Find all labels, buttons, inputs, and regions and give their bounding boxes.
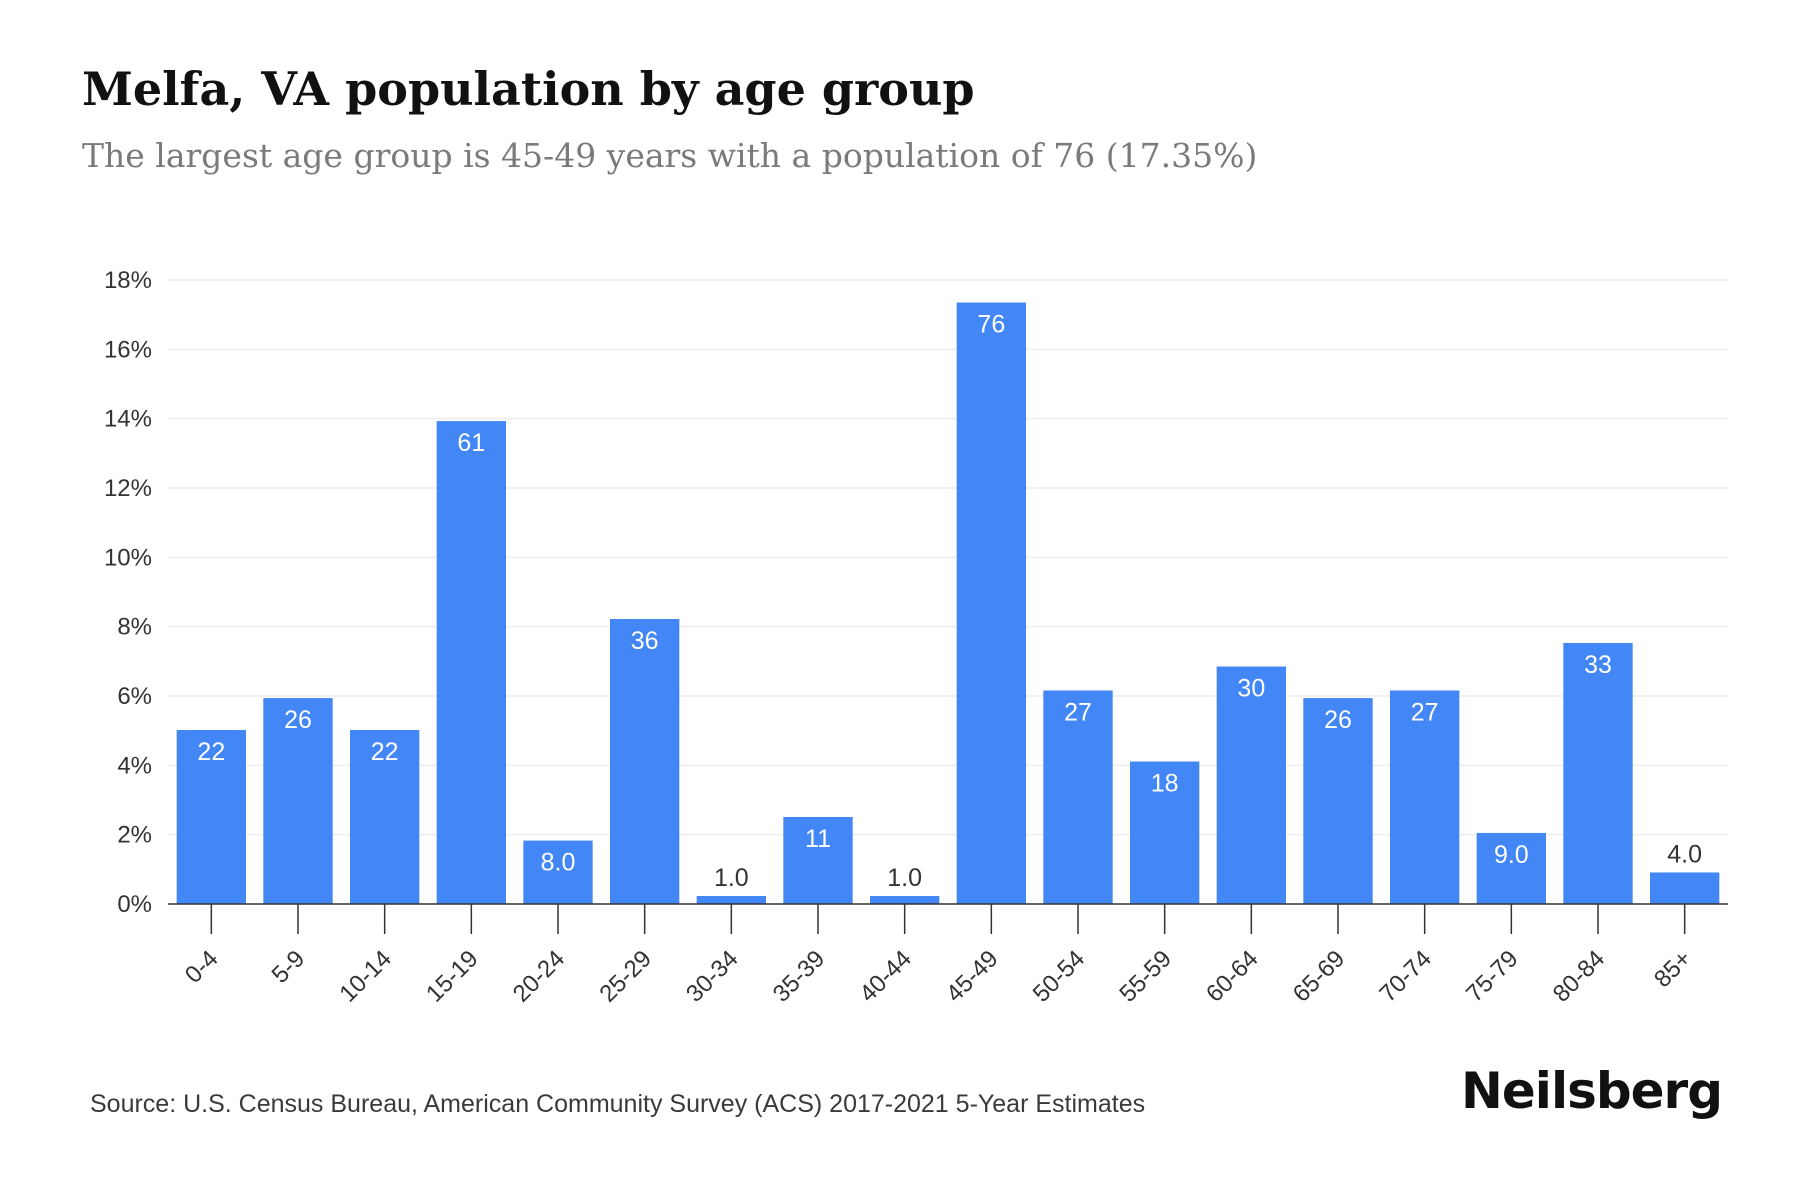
bar <box>1303 698 1373 904</box>
data-label: 26 <box>1324 706 1352 734</box>
data-label: 30 <box>1237 675 1265 703</box>
bar <box>176 729 246 904</box>
bar <box>783 816 853 904</box>
y-tick-label: 14% <box>104 406 152 433</box>
data-label: 27 <box>1064 698 1092 726</box>
data-labels: 22 26 22 61 8.0 36 1.0 11 1.0 76 27 18 30 26 27 9.0 33 4.… <box>197 311 1702 892</box>
bars <box>176 302 1720 904</box>
y-tick-label: 16% <box>104 336 152 363</box>
bar <box>870 896 940 904</box>
gridlines <box>168 279 1728 836</box>
page-title: Melfa, VA population by age group <box>82 62 975 116</box>
data-label: 8.0 <box>541 849 576 877</box>
data-label: 18 <box>1151 770 1179 798</box>
x-tick-label: 5-9 <box>267 945 311 989</box>
page-subtitle: The largest age group is 45-49 years wit… <box>82 136 1258 175</box>
x-tick-label: 60-64 <box>1201 945 1264 1008</box>
bar <box>523 840 593 904</box>
y-tick-label: 8% <box>117 614 152 641</box>
y-tick-label: 18% <box>104 267 152 294</box>
x-tick-label: 35-39 <box>768 945 831 1008</box>
bar <box>610 619 680 904</box>
data-label: 4.0 <box>1667 840 1702 868</box>
y-axis-ticks: 0% 2% 4% 6% 8% 10% 12% 14% 16% 18% <box>104 267 152 918</box>
data-label: 61 <box>457 429 485 457</box>
data-label: 1.0 <box>714 864 749 892</box>
bar <box>1390 690 1460 904</box>
bar <box>956 302 1026 904</box>
data-label: 27 <box>1411 698 1439 726</box>
data-label: 11 <box>805 825 831 853</box>
x-tick-label: 15-19 <box>421 945 484 1008</box>
x-tick-label: 75-79 <box>1461 945 1524 1008</box>
x-tick-label: 40-44 <box>854 945 917 1008</box>
x-tick-label: 85+ <box>1649 945 1697 993</box>
bar-chart: 0% 2% 4% 6% 8% 10% 12% 14% 16% 18% 22 26 22 61 8.0 36 1… <box>104 267 1728 1008</box>
y-tick-label: 10% <box>104 544 152 571</box>
bar <box>1043 690 1113 904</box>
bar <box>696 896 766 904</box>
x-tick-label: 25-29 <box>594 945 657 1008</box>
bar <box>1130 761 1200 904</box>
y-tick-label: 2% <box>117 822 152 849</box>
data-label: 22 <box>197 738 225 766</box>
bar <box>436 421 506 904</box>
y-tick-label: 12% <box>104 475 152 502</box>
x-tick-label: 80-84 <box>1548 945 1611 1008</box>
data-label: 26 <box>284 706 312 734</box>
bar <box>1476 832 1546 904</box>
source-note: Source: U.S. Census Bureau, American Com… <box>90 1090 1146 1118</box>
y-tick-label: 6% <box>117 683 152 710</box>
data-label: 22 <box>371 738 399 766</box>
x-tick-label: 20-24 <box>508 945 571 1008</box>
y-tick-label: 0% <box>117 891 152 918</box>
bar <box>1650 872 1720 904</box>
bar <box>1216 666 1286 904</box>
brand-logo: Neilsberg <box>1461 1062 1723 1120</box>
data-label: 76 <box>977 311 1005 339</box>
x-axis: 0-4 5-9 10-14 15-19 20-24 25-29 30-34 35-39 40-4… <box>168 903 1728 1008</box>
bar <box>1563 642 1633 904</box>
data-label: 36 <box>631 627 659 655</box>
y-tick-label: 4% <box>117 752 152 779</box>
x-tick-label: 50-54 <box>1028 945 1091 1008</box>
x-tick-label: 45-49 <box>941 945 1004 1008</box>
bar <box>263 698 333 904</box>
data-label: 9.0 <box>1494 841 1529 869</box>
bar <box>350 729 420 904</box>
x-tick-label: 30-34 <box>681 945 744 1008</box>
x-tick-label: 65-69 <box>1288 945 1351 1008</box>
x-tick-label: 55-59 <box>1114 945 1177 1008</box>
data-label: 33 <box>1584 651 1612 679</box>
x-tick-label: 0-4 <box>180 945 224 989</box>
x-tick-label: 70-74 <box>1374 945 1437 1008</box>
data-label: 1.0 <box>887 864 922 892</box>
x-tick-label: 10-14 <box>334 945 397 1008</box>
